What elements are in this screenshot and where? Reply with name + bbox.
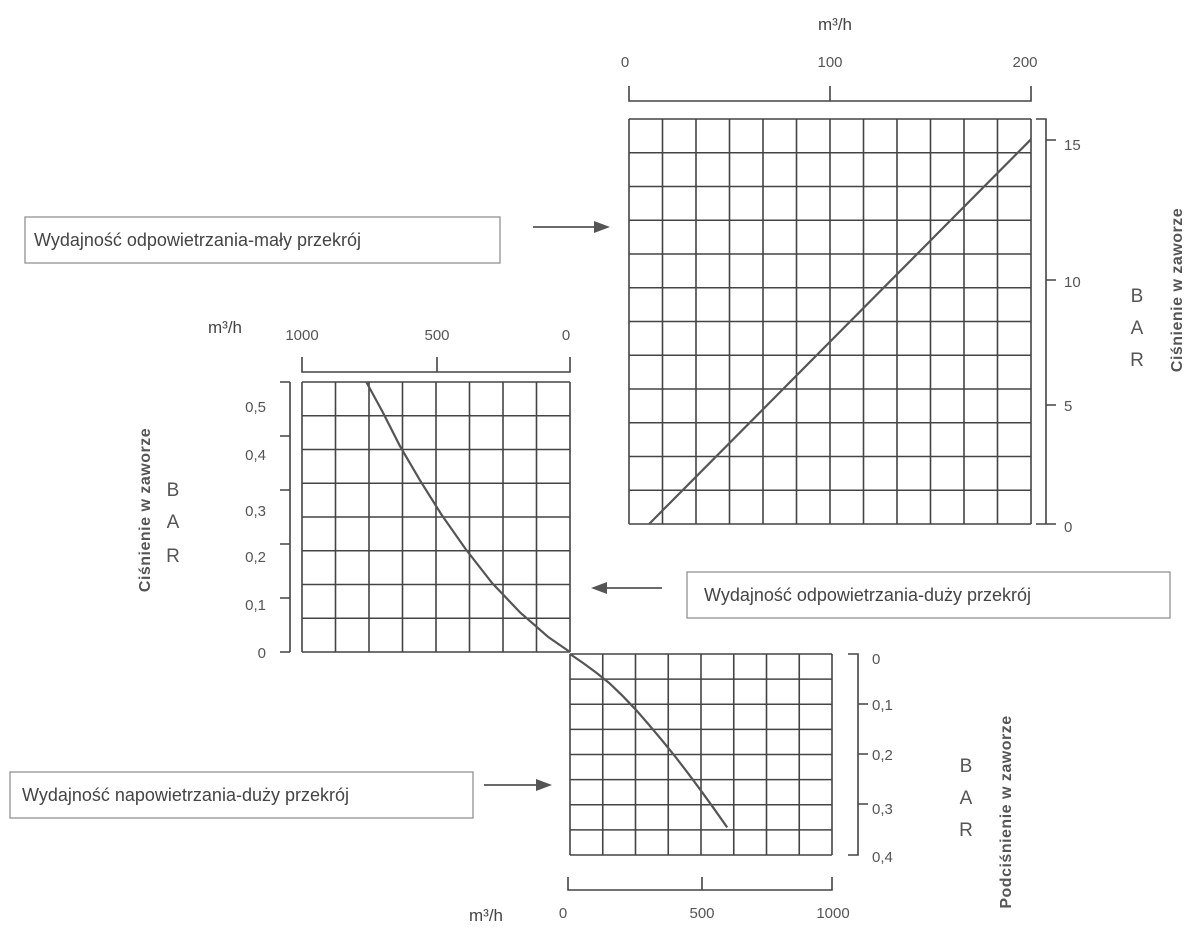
callout-large-venting-text: Wydajność odpowietrzania-duży przekrój <box>704 585 1031 605</box>
callout-small-venting: Wydajność odpowietrzania-mały przekrój <box>24 216 610 264</box>
c1-grid <box>628 118 1032 525</box>
c1-unit-label: m³/h <box>818 15 852 34</box>
c3-y-tick-3: 0,3 <box>872 801 893 818</box>
chart-large-venting: m³/h 1000 500 0 0 0,1 0,2 0,3 0,4 0,5 B … <box>137 318 571 662</box>
c3-x-axis <box>567 877 833 891</box>
callout-large-venting-arrow-head <box>591 582 607 594</box>
c1-x-tick-0: 0 <box>621 54 629 71</box>
c2-bar-letter-a: A <box>167 512 180 533</box>
c2-y-tick-3: 0,3 <box>245 503 266 520</box>
c2-y-tick-5: 0,5 <box>245 399 266 416</box>
c3-grid <box>569 653 833 856</box>
c2-x-tick-0: 1000 <box>285 327 318 344</box>
c3-unit-label: m³/h <box>469 906 503 925</box>
c2-x-tick-1: 500 <box>424 327 449 344</box>
c3-y-axis-title: Podciśnienie w zaworze <box>998 715 1015 908</box>
c1-bar-letter-r: R <box>1130 350 1144 371</box>
c2-y-axis <box>280 381 291 653</box>
callout-small-venting-text: Wydajność odpowietrzania-mały przekrój <box>34 230 361 250</box>
c2-unit-label: m³/h <box>208 318 242 337</box>
c2-bar-letter-r: R <box>166 546 180 567</box>
c1-y-tick-0: 0 <box>1064 519 1072 536</box>
c3-x-tick-1: 500 <box>689 905 714 922</box>
c1-series-line <box>648 138 1032 525</box>
c2-x-axis <box>301 357 571 373</box>
callout-large-aeration-text: Wydajność napowietrzania-duży przekrój <box>22 785 349 805</box>
c3-series-line <box>569 653 729 829</box>
callout-small-venting-box <box>24 216 501 264</box>
c2-y-tick-2: 0,2 <box>245 549 266 566</box>
c3-bar-letter-b: B <box>960 756 973 777</box>
callout-large-venting-box <box>686 571 1171 619</box>
c2-series-line <box>365 381 571 653</box>
c3-y-axis <box>848 653 868 856</box>
c2-y-tick-1: 0,1 <box>245 597 266 614</box>
c3-y-tick-0: 0 <box>872 651 880 668</box>
chart-large-aeration: 0 0,1 0,2 0,3 0,4 B A R Podciśnienie w z… <box>469 651 1015 925</box>
c1-x-tick-2: 200 <box>1012 54 1037 71</box>
callout-large-venting: Wydajność odpowietrzania-duży przekrój <box>591 571 1171 619</box>
callout-large-aeration: Wydajność napowietrzania-duży przekrój <box>9 771 552 819</box>
c1-y-tick-1: 5 <box>1064 398 1072 415</box>
c1-bar-letter-a: A <box>1131 318 1144 339</box>
c2-bar-letter-b: B <box>167 480 180 501</box>
c1-y-tick-3: 15 <box>1064 137 1081 154</box>
c3-x-tick-0: 0 <box>559 905 567 922</box>
callout-small-venting-arrow-head <box>594 221 610 233</box>
c2-y-tick-0: 0 <box>258 645 266 662</box>
c3-y-tick-1: 0,1 <box>872 697 893 714</box>
callout-large-aeration-arrow-head <box>536 779 552 791</box>
c3-x-tick-2: 1000 <box>816 905 849 922</box>
c1-y-tick-2: 10 <box>1064 274 1081 291</box>
c2-grid <box>301 381 571 653</box>
c2-y-axis-title: Ciśnienie w zaworze <box>137 428 154 592</box>
c1-x-axis <box>628 86 1032 102</box>
c3-y-tick-4: 0,4 <box>872 849 893 866</box>
c1-y-axis <box>1036 118 1056 525</box>
c3-y-tick-2: 0,2 <box>872 747 893 764</box>
c1-x-tick-1: 100 <box>817 54 842 71</box>
c1-y-axis-title: Ciśnienie w zaworze <box>1169 208 1186 372</box>
c3-bar-letter-a: A <box>960 788 973 809</box>
c2-x-tick-2: 0 <box>562 327 570 344</box>
c1-bar-letter-b: B <box>1131 286 1144 307</box>
c3-bar-letter-r: R <box>959 820 973 841</box>
c2-y-tick-4: 0,4 <box>245 447 266 464</box>
chart-small-venting: m³/h 0 100 200 0 5 10 15 B A R Ciśnienie… <box>621 15 1186 536</box>
callout-large-aeration-box <box>9 771 474 819</box>
